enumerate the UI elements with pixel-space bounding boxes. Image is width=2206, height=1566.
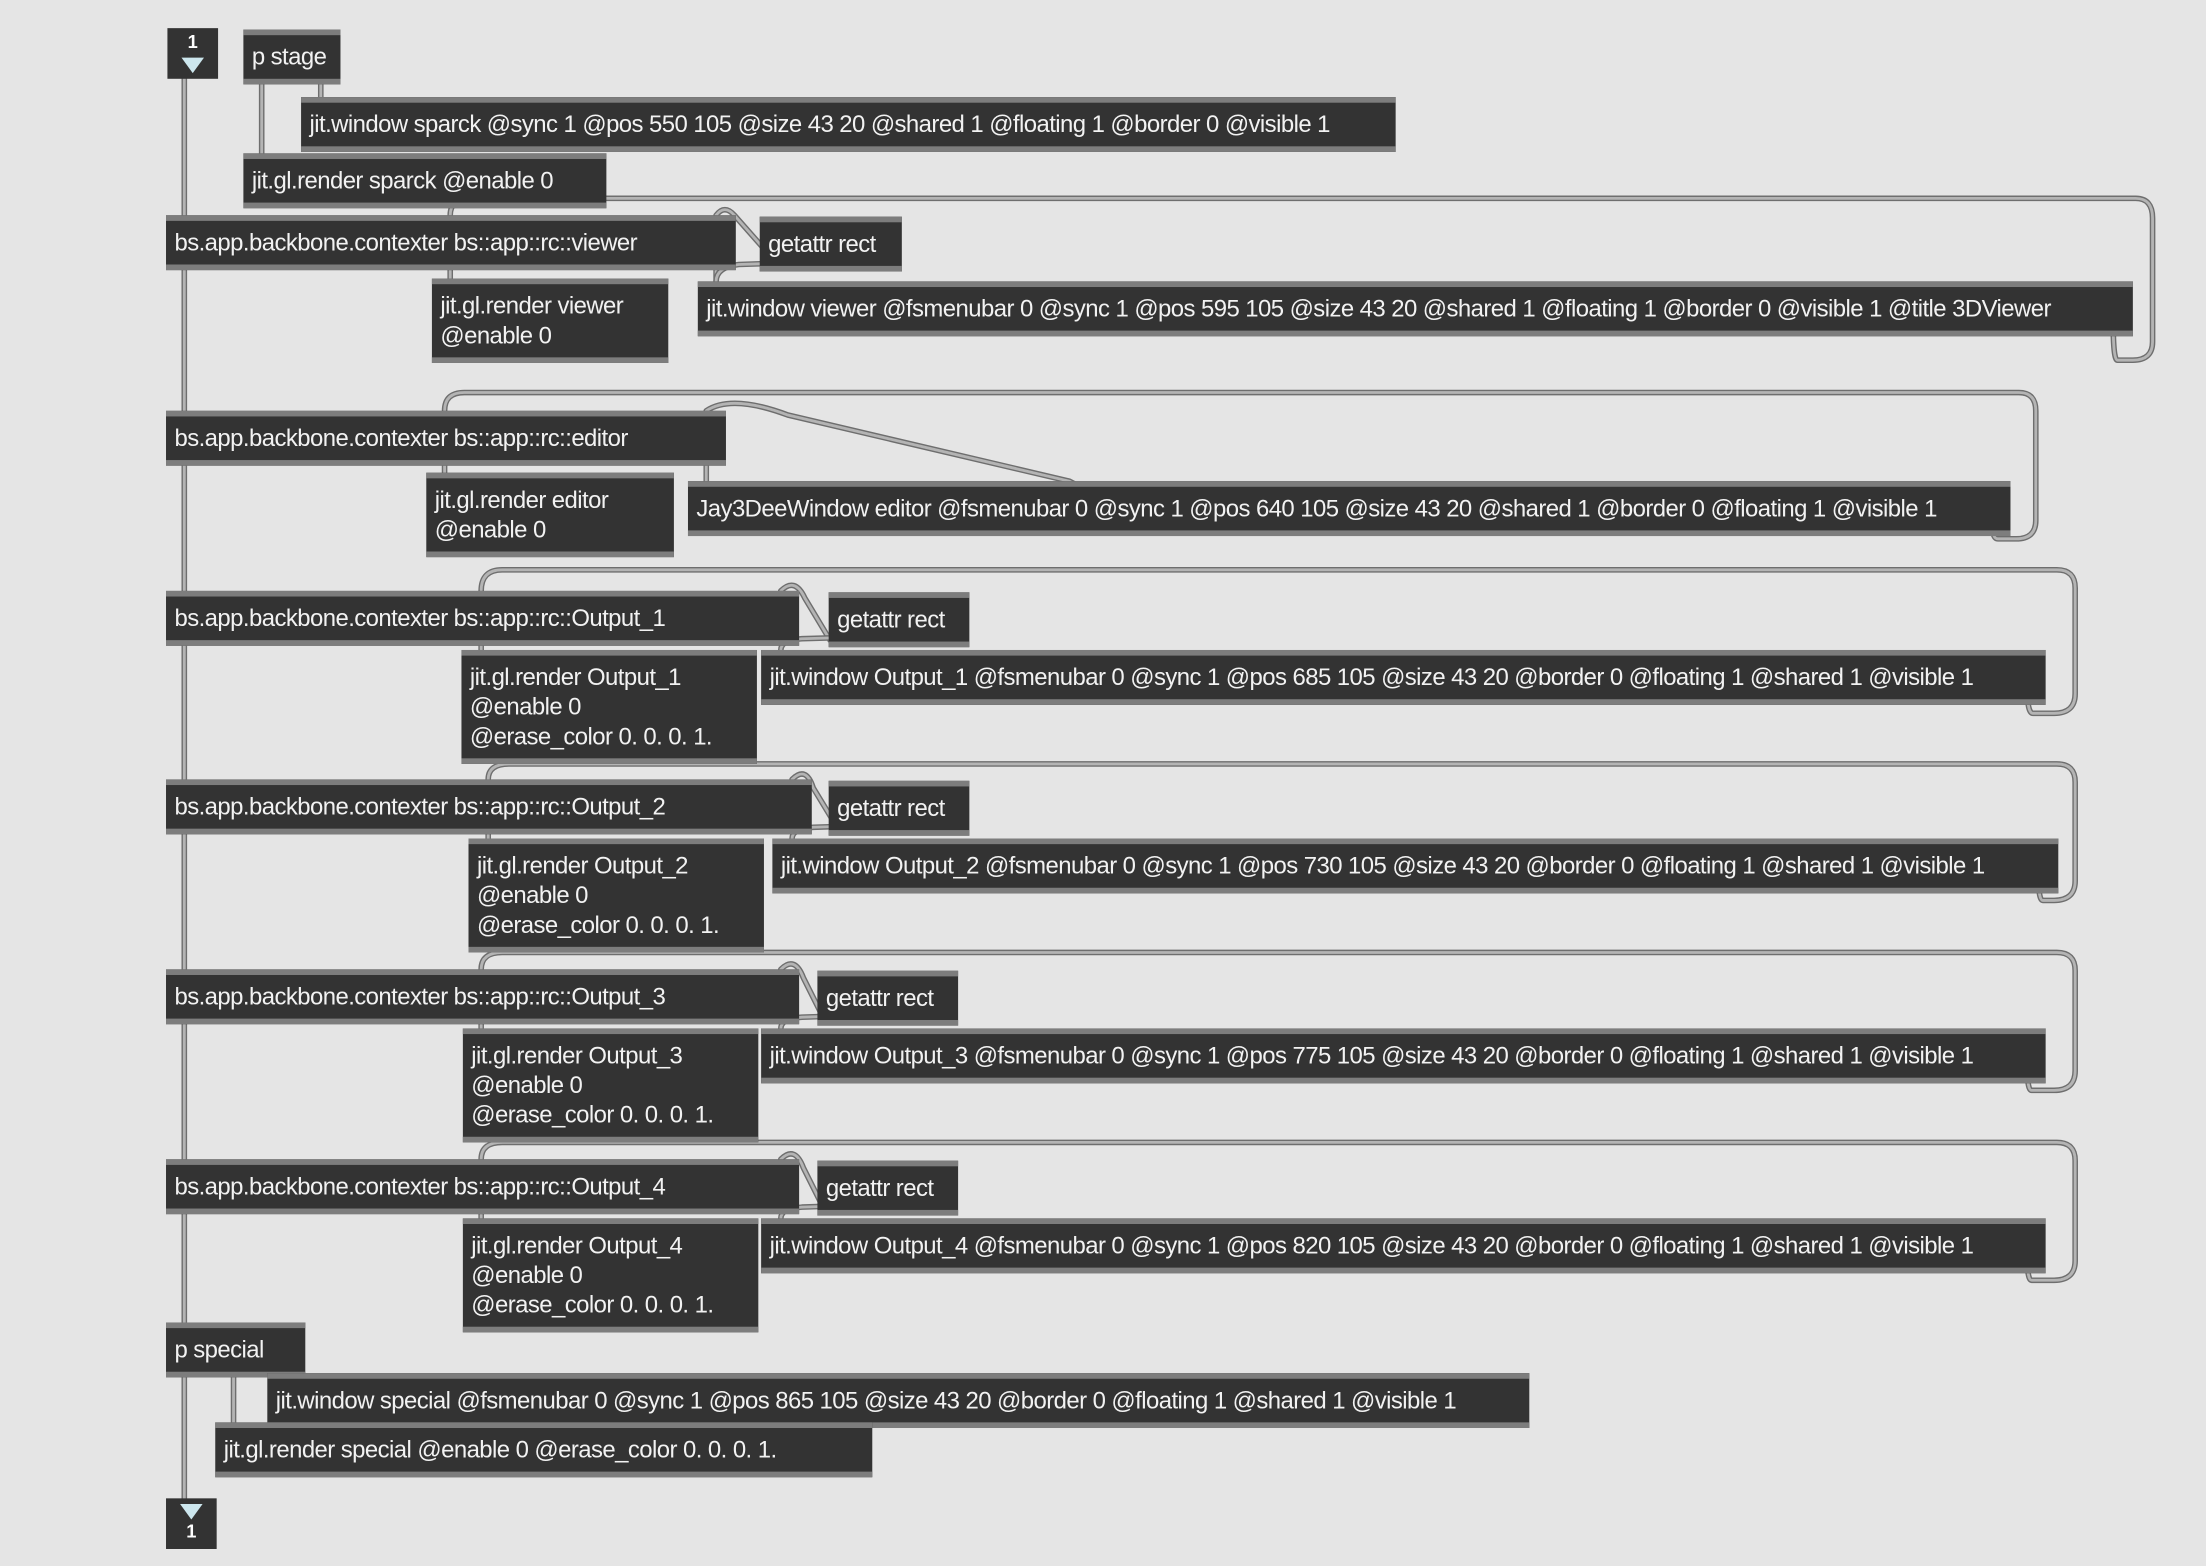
object-jit-window-output-1[interactable]: jit.window Output_1 @fsmenubar 0 @sync 1…	[761, 649, 2046, 705]
object-text: getattr rect	[768, 230, 876, 258]
object-getattr-rect-viewer[interactable]: getattr rect	[759, 216, 902, 272]
object-text: jit.gl.render Output_2	[476, 852, 689, 880]
object-text: jit.gl.render viewer	[440, 292, 624, 320]
object-text: getattr rect	[837, 794, 945, 822]
triangle-down-icon	[181, 57, 205, 74]
object-text: @enable 0	[471, 1261, 583, 1289]
object-jit-gl-render-output-1[interactable]: jit.gl.render Output_1 @enable 0 @erase_co…	[461, 649, 757, 764]
object-text: bs.app.backbone.contexter bs::app::rc::O…	[174, 983, 666, 1011]
patch-cord[interactable]	[486, 762, 2077, 902]
object-jit-gl-render-viewer[interactable]: jit.gl.render viewer @enable 0	[431, 278, 669, 363]
object-p-stage[interactable]: p stage	[243, 29, 341, 85]
patch-cord[interactable]	[790, 772, 839, 829]
patch-cord[interactable]	[479, 951, 2077, 1092]
object-text: getattr rect	[825, 984, 934, 1012]
object-text: getattr rect	[837, 606, 945, 634]
object-jit-gl-render-editor[interactable]: jit.gl.render editor @enable 0	[426, 472, 674, 558]
object-contexter-output-2[interactable]: bs.app.backbone.contexter bs::app::rc::O…	[166, 779, 812, 835]
object-jit-gl-render-sparck[interactable]: jit.gl.render sparck @enable 0	[243, 153, 607, 209]
object-text: jit.gl.render sparck @enable 0	[251, 167, 554, 195]
object-text: bs.app.backbone.contexter bs::app::rc::O…	[174, 1173, 666, 1201]
object-contexter-viewer[interactable]: bs.app.backbone.contexter bs::app::rc::v…	[166, 215, 736, 271]
object-contexter-output-4[interactable]: bs.app.backbone.contexter bs::app::rc::O…	[166, 1159, 800, 1215]
inlet[interactable]: 1	[167, 28, 219, 79]
object-text: @enable 0	[440, 322, 552, 349]
object-text: jit.gl.render special @enable 0 @erase_c…	[223, 1436, 777, 1464]
patch-cord[interactable]	[443, 391, 2038, 541]
inlet-label: 1	[187, 30, 198, 53]
patch-cord[interactable]	[479, 568, 2077, 715]
object-text: Jay3DeeWindow editor @fsmenubar 0 @sync …	[696, 495, 1937, 522]
object-jit-gl-render-special[interactable]: jit.gl.render special @enable 0 @erase_c…	[215, 1422, 873, 1478]
object-jit-window-sparck[interactable]: jit.window sparck @sync 1 @pos 550 105 @…	[301, 97, 1396, 152]
object-text: getattr rect	[825, 1174, 934, 1202]
object-getattr-rect-output-3[interactable]: getattr rect	[817, 970, 959, 1026]
object-getattr-rect-output-1[interactable]: getattr rect	[828, 592, 970, 648]
object-contexter-editor[interactable]: bs.app.backbone.contexter bs::app::rc::e…	[166, 410, 726, 466]
patch-cord[interactable]	[479, 1140, 2077, 1282]
object-text: jit.window sparck @sync 1 @pos 550 105 @…	[309, 111, 1331, 138]
object-jit-window-viewer[interactable]: jit.window viewer @fsmenubar 0 @sync 1 @…	[697, 281, 2133, 337]
object-text: bs.app.backbone.contexter bs::app::rc::e…	[174, 424, 628, 452]
object-getattr-rect-output-2[interactable]: getattr rect	[828, 780, 970, 836]
object-contexter-output-3[interactable]: bs.app.backbone.contexter bs::app::rc::O…	[166, 969, 800, 1025]
object-text: jit.gl.render Output_1	[469, 664, 682, 691]
patch-cord[interactable]	[779, 583, 832, 642]
object-text: @enable 0	[469, 693, 582, 721]
object-text: bs.app.backbone.contexter bs::app::rc::O…	[174, 604, 666, 632]
object-jit-window-output-2[interactable]: jit.window Output_2 @fsmenubar 0 @sync 1…	[772, 838, 2059, 894]
object-text: jit.gl.render editor	[434, 486, 609, 514]
object-text: jit.window Output_1 @fsmenubar 0 @sync 1…	[769, 664, 1974, 691]
object-text: @erase_color 0. 0. 0. 1.	[469, 723, 713, 750]
outlet-label: 1	[186, 1520, 197, 1542]
object-jit-window-special[interactable]: jit.window special @fsmenubar 0 @sync 1 …	[267, 1373, 1530, 1429]
patch-cord[interactable]	[779, 1152, 825, 1209]
object-text: @enable 0	[476, 882, 589, 909]
object-text: p stage	[251, 43, 327, 71]
object-jit-gl-render-output-3[interactable]: jit.gl.render Output_3 @enable 0 @erase_co…	[462, 1028, 759, 1143]
object-jay3deewindow-editor[interactable]: Jay3DeeWindow editor @fsmenubar 0 @sync …	[687, 481, 2011, 537]
object-jit-window-output-3[interactable]: jit.window Output_3 @fsmenubar 0 @sync 1…	[761, 1028, 2046, 1084]
object-text: jit.gl.render Output_4	[471, 1232, 683, 1260]
object-text: bs.app.backbone.contexter bs::app::rc::v…	[174, 229, 638, 257]
object-text: jit.gl.render Output_3	[471, 1042, 683, 1070]
object-text: @enable 0	[471, 1072, 583, 1099]
object-text: @erase_color 0. 0. 0. 1.	[471, 1291, 714, 1319]
object-text: bs.app.backbone.contexter bs::app::rc::O…	[174, 793, 666, 821]
triangle-down-icon	[180, 1503, 203, 1520]
object-jit-gl-render-output-2[interactable]: jit.gl.render Output_2 @enable 0 @erase_co…	[468, 838, 764, 953]
object-text: jit.window Output_4 @fsmenubar 0 @sync 1…	[769, 1232, 1974, 1260]
object-getattr-rect-output-4[interactable]: getattr rect	[817, 1160, 959, 1216]
object-text: @enable 0	[434, 516, 547, 544]
object-jit-gl-render-output-4[interactable]: jit.gl.render Output_4 @enable 0 @erase_co…	[462, 1218, 759, 1333]
object-text: @erase_color 0. 0. 0. 1.	[471, 1101, 714, 1129]
object-text: jit.window special @fsmenubar 0 @sync 1 …	[275, 1387, 1457, 1414]
object-text: @erase_color 0. 0. 0. 1.	[476, 911, 720, 939]
patch-cord[interactable]	[779, 962, 825, 1019]
object-text: jit.window Output_2 @fsmenubar 0 @sync 1…	[780, 852, 1985, 880]
object-contexter-output-1[interactable]: bs.app.backbone.contexter bs::app::rc::O…	[166, 590, 800, 646]
object-text: jit.window Output_3 @fsmenubar 0 @sync 1…	[769, 1042, 1974, 1070]
object-text: p special	[174, 1336, 264, 1364]
object-text: jit.window viewer @fsmenubar 0 @sync 1 @…	[706, 295, 2051, 323]
object-jit-window-output-4[interactable]: jit.window Output_4 @fsmenubar 0 @sync 1…	[761, 1218, 2046, 1274]
outlet[interactable]: 1	[166, 1498, 217, 1549]
object-p-special[interactable]: p special	[166, 1322, 306, 1378]
